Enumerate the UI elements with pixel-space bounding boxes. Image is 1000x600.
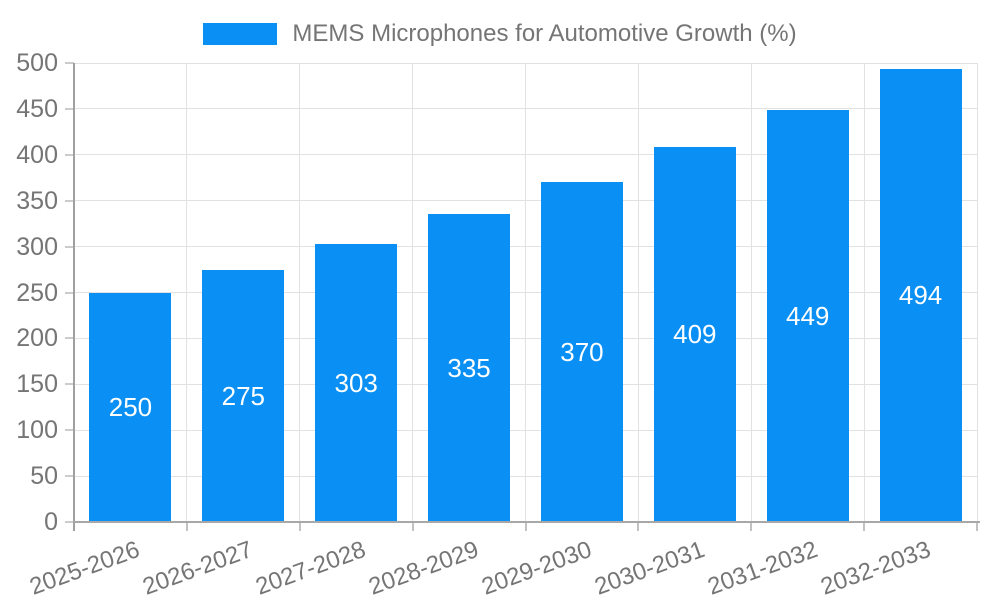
gridline-v (863, 63, 865, 522)
gridline-v (412, 63, 414, 522)
y-tick (65, 383, 74, 386)
y-tick-label: 200 (16, 324, 58, 353)
x-tick (750, 522, 753, 531)
bar[interactable] (540, 182, 623, 521)
y-tick-label: 500 (16, 49, 58, 77)
y-tick (65, 107, 74, 110)
y-tick (65, 337, 74, 340)
y-tick (65, 521, 74, 523)
x-tick (524, 522, 527, 531)
bar-value-label: 494 (898, 280, 943, 311)
y-tick (65, 62, 74, 64)
bar-value-label: 250 (108, 392, 153, 423)
y-tick-label: 250 (16, 278, 58, 307)
legend-label[interactable]: MEMS Microphones for Automotive Growth (… (292, 20, 797, 47)
y-tick (65, 199, 74, 202)
x-tick (298, 522, 301, 531)
bar-value-label: 335 (447, 353, 491, 384)
bar[interactable] (315, 243, 398, 521)
y-tick-label: 150 (16, 370, 58, 399)
x-tick (863, 522, 866, 531)
gridline-v (525, 63, 526, 522)
bar[interactable] (89, 292, 172, 521)
bar[interactable] (202, 269, 285, 521)
y-tick (65, 475, 74, 478)
bar[interactable] (428, 214, 511, 521)
bar[interactable] (766, 109, 849, 521)
bar-value-label: 275 (221, 380, 265, 411)
y-tick (65, 429, 74, 432)
y-tick (65, 291, 74, 294)
x-tick (976, 522, 978, 531)
gridline-v (750, 63, 752, 522)
bar[interactable] (653, 146, 736, 521)
bar[interactable] (879, 68, 962, 521)
x-tick (185, 522, 188, 531)
legend: MEMS Microphones for Automotive Growth (… (0, 18, 1000, 50)
y-tick-label: 100 (16, 416, 58, 445)
legend-swatch[interactable] (203, 23, 278, 45)
gridline-v (976, 63, 978, 522)
bar-value-label: 370 (560, 337, 604, 368)
y-axis-line (73, 63, 75, 531)
bar-value-label: 409 (673, 319, 717, 350)
y-tick (65, 153, 74, 156)
gridline-v (186, 63, 188, 522)
x-axis-line (74, 521, 980, 523)
y-tick-label: 0 (44, 508, 58, 536)
x-tick (411, 522, 414, 531)
y-tick-label: 450 (16, 94, 58, 123)
bar-value-label: 303 (334, 367, 378, 398)
y-tick (65, 245, 74, 248)
y-tick-label: 300 (16, 232, 58, 261)
bar-value-label: 449 (785, 300, 830, 331)
gridline-v (299, 63, 301, 522)
y-tick-label: 400 (16, 140, 58, 169)
x-tick (637, 522, 640, 531)
y-tick-label: 350 (16, 186, 58, 215)
y-tick-label: 50 (30, 462, 58, 491)
gridline-v (637, 63, 639, 522)
